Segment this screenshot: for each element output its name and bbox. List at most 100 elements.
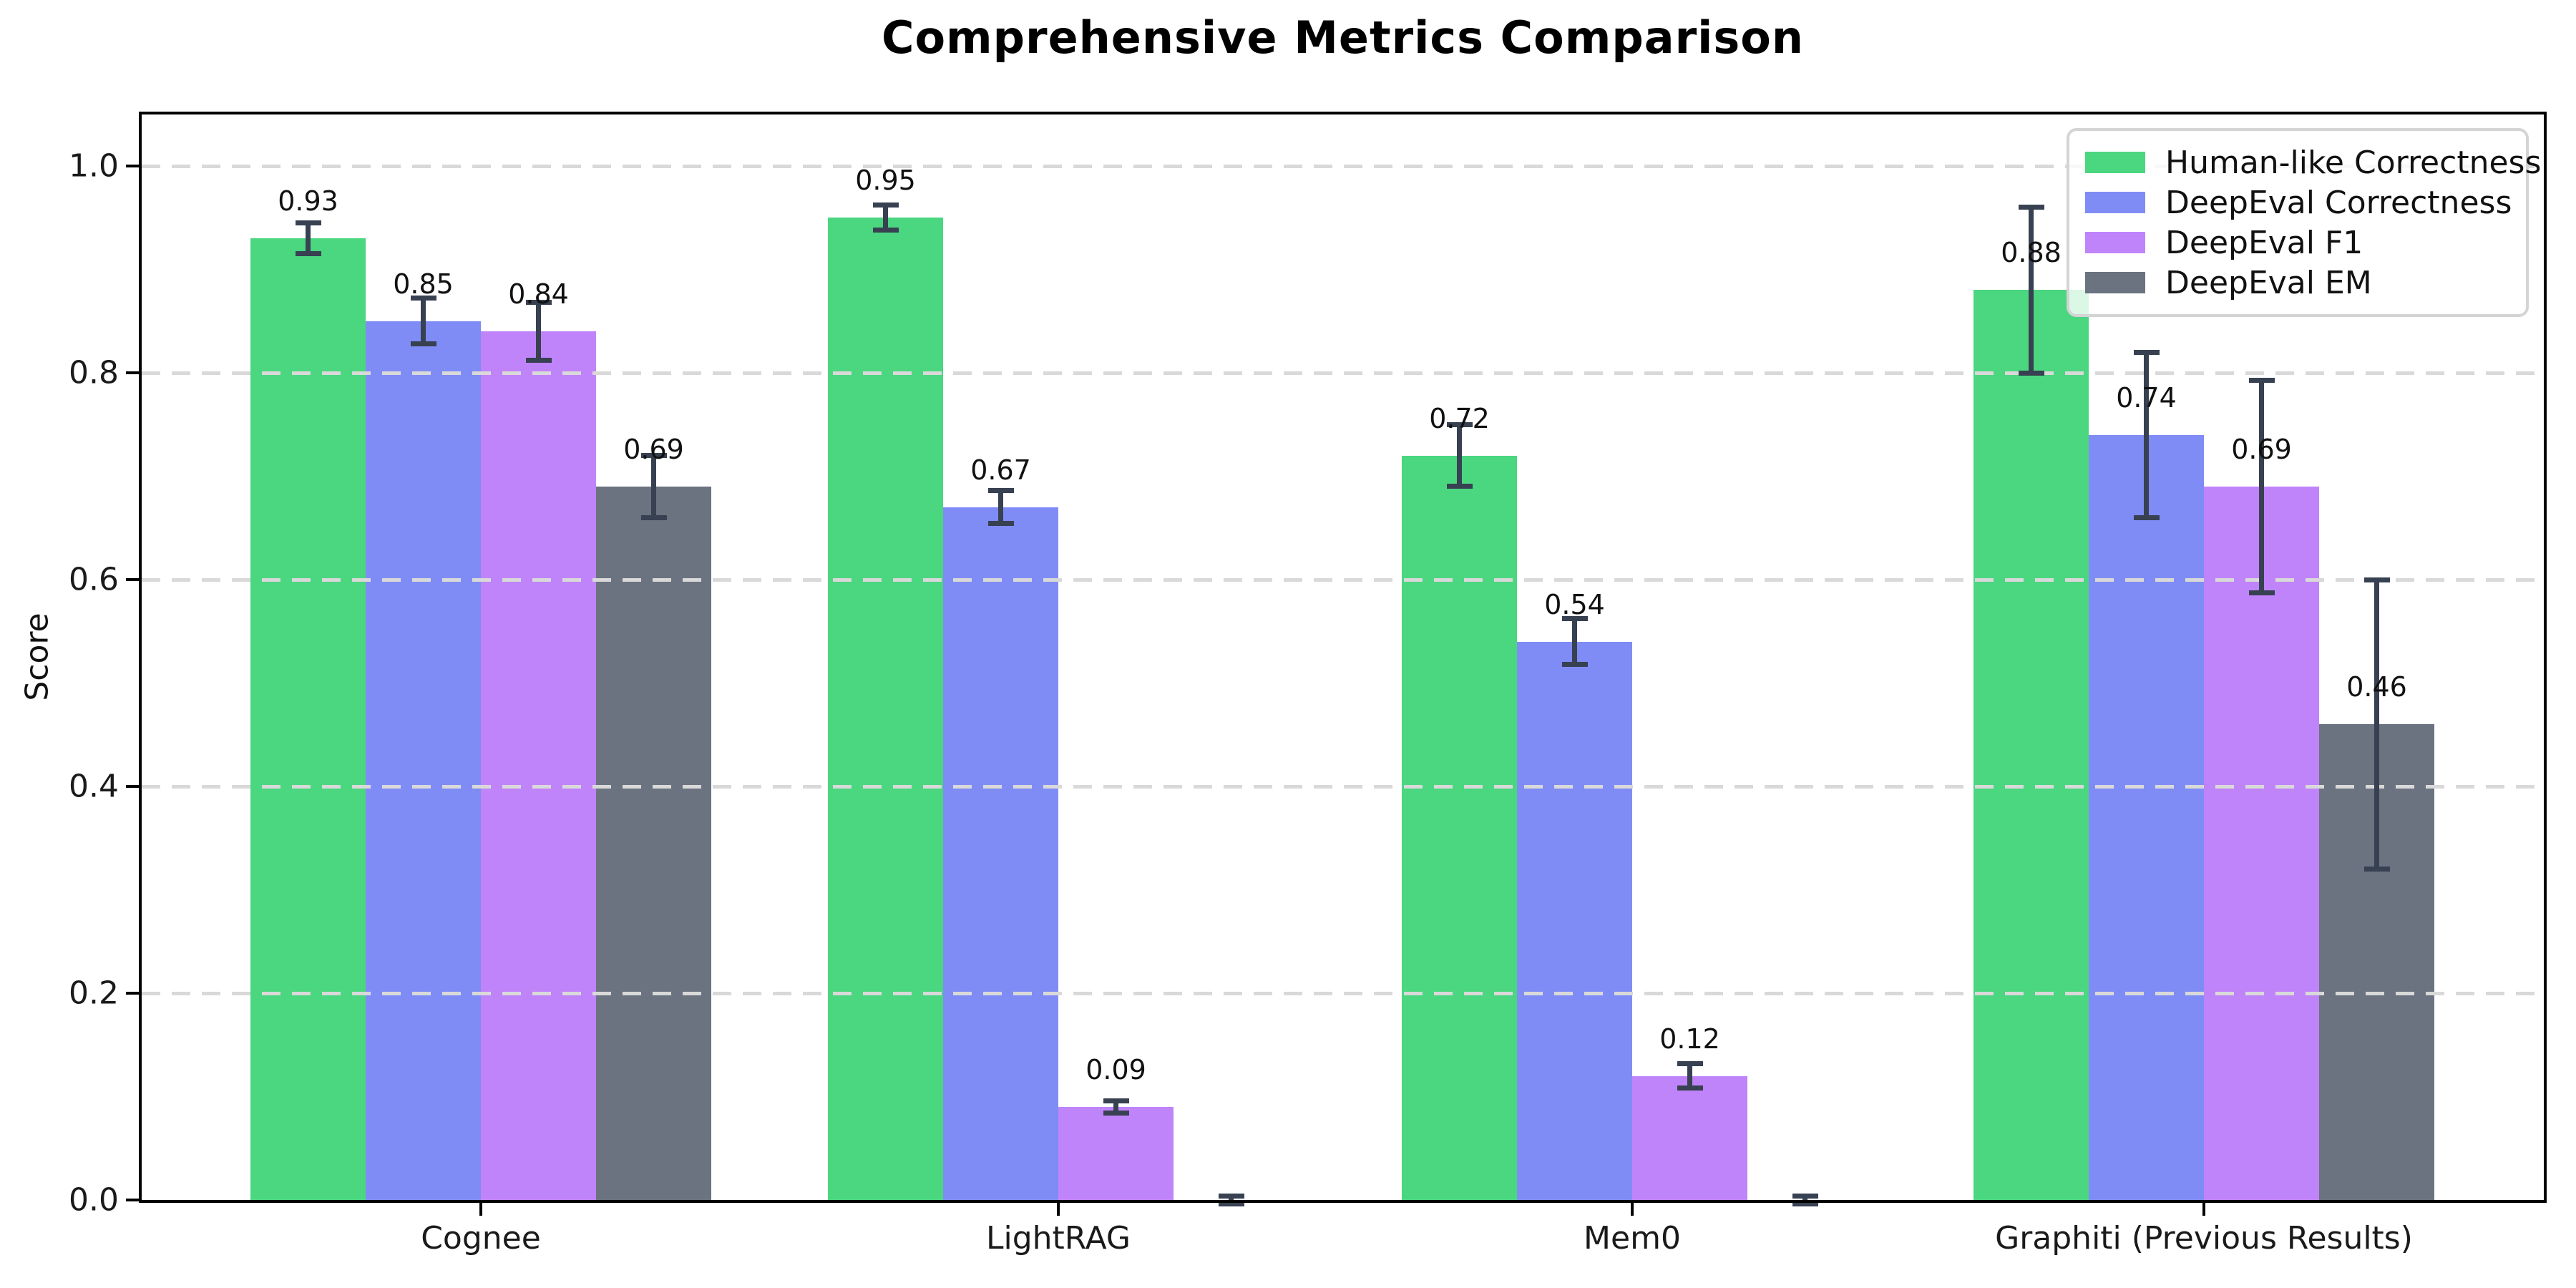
error-bar-cap-top (1792, 1193, 1818, 1199)
y-tick-label: 0.4 (69, 768, 119, 805)
bar-value-label: 0.46 (2346, 671, 2407, 703)
bar-value-label: 0.93 (278, 185, 338, 218)
bar (2204, 486, 2319, 1200)
axis-spine-right (2544, 112, 2547, 1203)
bar-value-label: 0.74 (2116, 381, 2177, 414)
legend-label: DeepEval F1 (2165, 224, 2363, 261)
axis-spine-bottom (139, 1200, 2547, 1203)
bar (481, 331, 596, 1200)
x-tick-label: LightRAG (985, 1220, 1131, 1257)
error-bar-line (306, 223, 311, 254)
error-bar-cap-top (410, 296, 436, 301)
error-bar-line (1457, 424, 1462, 487)
gridline (142, 371, 2544, 375)
x-axis-tick (1631, 1203, 1634, 1216)
legend: Human-like Correctness DeepEval Correctne… (2067, 128, 2541, 317)
error-bar-line (998, 490, 1003, 524)
x-axis-tick (479, 1203, 482, 1216)
bar-value-label: 0.12 (1659, 1023, 1720, 1055)
gridline (142, 992, 2544, 995)
error-bar-cap-bottom (1218, 1201, 1244, 1207)
error-bar-cap-top (1103, 1098, 1129, 1103)
chart-title: Comprehensive Metrics Comparison (881, 11, 1805, 64)
bar (1058, 1106, 1174, 1200)
legend-item: DeepEval EM (2085, 263, 2509, 303)
bar-value-label: 0.72 (1429, 402, 1490, 434)
y-axis-tick (126, 165, 139, 167)
error-bar-line (536, 302, 541, 361)
error-bar-line (1229, 1196, 1234, 1204)
legend-item: DeepEval Correctness (2085, 182, 2512, 223)
error-bar-cap-bottom (295, 251, 321, 257)
error-bar-cap-bottom (410, 341, 436, 347)
error-bar-line (883, 205, 888, 230)
error-bar-line (2029, 207, 2034, 373)
error-bar-cap-bottom (2018, 370, 2044, 376)
legend-item: Human-like Correctness (2085, 142, 2541, 182)
bar-value-label: 0.54 (1544, 588, 1605, 620)
bar (1974, 290, 2089, 1200)
error-bar-line (1572, 618, 1577, 665)
bar (943, 507, 1058, 1200)
bar-value-label: 0.67 (970, 454, 1031, 486)
legend-label: DeepEval EM (2165, 264, 2372, 301)
error-bar-line (1113, 1101, 1118, 1113)
legend-swatch-icon (2085, 152, 2145, 173)
bar-value-label: 0.95 (855, 165, 916, 197)
gridline (142, 165, 2544, 168)
gridline (142, 578, 2544, 582)
x-tick-label: Mem0 (1584, 1220, 1681, 1257)
error-bar-cap-top (987, 488, 1014, 494)
error-bar-cap-bottom (872, 228, 899, 233)
bar (1517, 641, 1632, 1200)
legend-label: DeepEval Correctness (2165, 184, 2512, 221)
legend-swatch-icon (2085, 272, 2145, 293)
error-bar-cap-bottom (1677, 1085, 1703, 1091)
bar (828, 218, 943, 1200)
bar-value-label: 0.69 (2231, 433, 2292, 465)
error-bar-cap-bottom (525, 358, 552, 364)
legend-swatch-icon (2085, 192, 2145, 213)
y-tick-label: 0.2 (69, 975, 119, 1012)
bar (366, 321, 481, 1200)
y-axis-tick (126, 1199, 139, 1201)
y-axis-tick (126, 371, 139, 374)
error-bar-cap-top (295, 220, 321, 225)
bar (2089, 434, 2204, 1200)
error-bar-cap-top (1561, 616, 1588, 622)
error-bar-line (651, 455, 656, 518)
y-tick-label: 0.8 (69, 354, 119, 391)
error-bar-line (2144, 352, 2149, 518)
gridline (142, 785, 2544, 789)
bar (596, 486, 711, 1200)
bar-value-label: 0.09 (1085, 1053, 1146, 1085)
error-bar-cap-top (2363, 577, 2390, 582)
axis-spine-top (139, 112, 2547, 114)
legend-swatch-icon (2085, 232, 2145, 253)
y-axis-tick (126, 785, 139, 788)
error-bar-cap-top (1446, 421, 1473, 427)
x-tick-label: Cognee (421, 1220, 541, 1257)
error-bar-cap-bottom (2363, 867, 2390, 872)
y-tick-label: 0.6 (69, 561, 119, 598)
bar (250, 238, 366, 1200)
error-bar-cap-top (2018, 205, 2044, 210)
error-bar-cap-bottom (640, 514, 667, 520)
error-bar-cap-top (1677, 1060, 1703, 1066)
bar-value-label: 0.88 (2001, 237, 2062, 269)
error-bar-cap-bottom (1103, 1111, 1129, 1116)
legend-item: DeepEval F1 (2085, 223, 2509, 263)
x-tick-label: Graphiti (Previous Results) (1995, 1220, 2413, 1257)
error-bar-cap-top (640, 453, 667, 459)
error-bar-line (1802, 1196, 1807, 1204)
error-bar-cap-bottom (1561, 661, 1588, 667)
y-axis-tick (126, 578, 139, 581)
bar (1632, 1075, 1747, 1200)
legend-label: Human-like Correctness (2165, 144, 2542, 181)
error-bar-cap-top (2133, 349, 2160, 355)
error-bar-cap-top (525, 300, 552, 306)
error-bar-line (1687, 1063, 1692, 1088)
error-bar-line (421, 298, 426, 344)
y-tick-label: 0.0 (69, 1181, 119, 1219)
